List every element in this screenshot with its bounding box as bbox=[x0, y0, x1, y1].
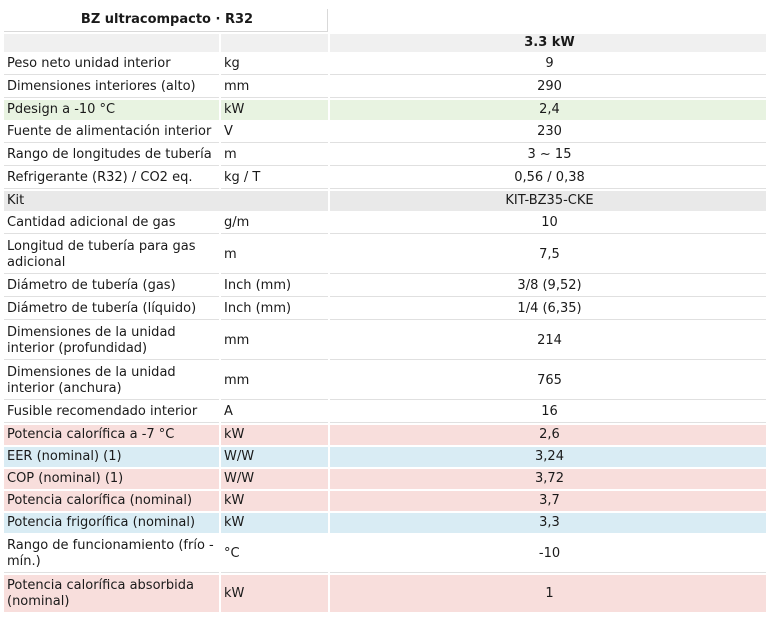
row-unit: kg / T bbox=[221, 168, 328, 189]
row-value: 3,7 bbox=[330, 491, 766, 511]
row-value: 0,56 / 0,38 bbox=[330, 168, 766, 189]
table-row: Peso neto unidad interior kg 9 bbox=[4, 54, 766, 75]
spec-sheet: BZ ultracompacto · R32 3.3 kW Peso neto … bbox=[0, 7, 768, 637]
row-value: 7,5 bbox=[330, 236, 766, 274]
row-parameter: Potencia calorífica absorbida (nominal) bbox=[4, 575, 219, 612]
table-row: Potencia calorífica a -7 °C kW 2,6 bbox=[4, 425, 766, 445]
table-row: Fusible recomendado interior A 16 bbox=[4, 402, 766, 423]
table-row: Kit KIT-BZ35-CKE bbox=[4, 191, 766, 211]
row-unit: Inch (mm) bbox=[221, 299, 328, 320]
table-row: Dimensiones de la unidad interior (anchu… bbox=[4, 362, 766, 400]
row-value: 3/8 (9,52) bbox=[330, 276, 766, 297]
row-unit: A bbox=[221, 402, 328, 423]
model-header-blank-unit bbox=[221, 34, 328, 52]
row-unit: W/W bbox=[221, 469, 328, 489]
model-column-header: 3.3 kW bbox=[330, 34, 766, 52]
row-value: 765 bbox=[330, 362, 766, 400]
row-parameter: Dimensiones interiores (alto) bbox=[4, 77, 219, 98]
row-parameter: Dimensiones de la unidad interior (profu… bbox=[4, 322, 219, 360]
row-unit: kW bbox=[221, 100, 328, 120]
table-row: Potencia frigorífica (nominal) kW 3,3 bbox=[4, 513, 766, 533]
title-row: BZ ultracompacto · R32 bbox=[4, 9, 766, 32]
row-value: 9 bbox=[330, 54, 766, 75]
table-row: EER (nominal) (1) W/W 3,24 bbox=[4, 447, 766, 467]
row-value: 2,4 bbox=[330, 100, 766, 120]
row-value: 230 bbox=[330, 122, 766, 143]
row-parameter: Cantidad adicional de gas bbox=[4, 213, 219, 234]
row-unit: mm bbox=[221, 322, 328, 360]
row-value: 3,3 bbox=[330, 513, 766, 533]
row-value: 3,24 bbox=[330, 447, 766, 467]
row-value: 10 bbox=[330, 213, 766, 234]
row-value: 1/4 (6,35) bbox=[330, 299, 766, 320]
row-unit: kW bbox=[221, 575, 328, 612]
row-unit: kW bbox=[221, 491, 328, 511]
row-value: KIT-BZ35-CKE bbox=[330, 191, 766, 211]
table-row: Fuente de alimentación interior V 230 bbox=[4, 122, 766, 143]
row-parameter: Longitud de tubería para gas adicional bbox=[4, 236, 219, 274]
row-parameter: Diámetro de tubería (gas) bbox=[4, 276, 219, 297]
row-parameter: Fusible recomendado interior bbox=[4, 402, 219, 423]
row-value: 16 bbox=[330, 402, 766, 423]
row-unit: mm bbox=[221, 77, 328, 98]
row-value: 3 ~ 15 bbox=[330, 145, 766, 166]
row-unit: kg bbox=[221, 54, 328, 75]
table-row: Dimensiones interiores (alto) mm 290 bbox=[4, 77, 766, 98]
row-unit: mm bbox=[221, 362, 328, 400]
row-parameter: Peso neto unidad interior bbox=[4, 54, 219, 75]
row-value: 2,6 bbox=[330, 425, 766, 445]
row-value: 290 bbox=[330, 77, 766, 98]
product-title: BZ ultracompacto · R32 bbox=[4, 9, 328, 32]
table-row: COP (nominal) (1) W/W 3,72 bbox=[4, 469, 766, 489]
row-unit: m bbox=[221, 236, 328, 274]
row-parameter: EER (nominal) (1) bbox=[4, 447, 219, 467]
row-value: 3,72 bbox=[330, 469, 766, 489]
table-row: Refrigerante (R32) / CO2 eq. kg / T 0,56 /… bbox=[4, 168, 766, 189]
table-row: Diámetro de tubería (gas) Inch (mm) 3/8 (9… bbox=[4, 276, 766, 297]
row-unit: W/W bbox=[221, 447, 328, 467]
row-parameter: Rango de longitudes de tubería bbox=[4, 145, 219, 166]
row-value: 1 bbox=[330, 575, 766, 612]
row-parameter: Potencia frigorífica (nominal) bbox=[4, 513, 219, 533]
row-unit: Inch (mm) bbox=[221, 276, 328, 297]
row-value: -10 bbox=[330, 535, 766, 573]
table-row: Dimensiones de la unidad interior (profu… bbox=[4, 322, 766, 360]
row-parameter: Potencia calorífica (nominal) bbox=[4, 491, 219, 511]
row-parameter: Rango de funcionamiento (frío - mín.) bbox=[4, 535, 219, 573]
table-row: Diámetro de tubería (líquido) Inch (mm) 1/… bbox=[4, 299, 766, 320]
table-row: Cantidad adicional de gas g/m 10 bbox=[4, 213, 766, 234]
table-row: Potencia calorífica absorbida (nominal) k… bbox=[4, 575, 766, 612]
row-parameter: COP (nominal) (1) bbox=[4, 469, 219, 489]
table-row: Rango de funcionamiento (frío - mín.) °C -… bbox=[4, 535, 766, 573]
table-row: Potencia calorífica (nominal) kW 3,7 bbox=[4, 491, 766, 511]
row-unit: °C bbox=[221, 535, 328, 573]
row-parameter: Potencia calorífica a -7 °C bbox=[4, 425, 219, 445]
table-row: Longitud de tubería para gas adicional m 7… bbox=[4, 236, 766, 274]
table-row: Pdesign a -10 °C kW 2,4 bbox=[4, 100, 766, 120]
row-parameter: Refrigerante (R32) / CO2 eq. bbox=[4, 168, 219, 189]
row-parameter: Kit bbox=[4, 191, 328, 211]
spec-table: BZ ultracompacto · R32 3.3 kW Peso neto … bbox=[2, 7, 768, 614]
row-unit: kW bbox=[221, 425, 328, 445]
row-parameter: Dimensiones de la unidad interior (anchu… bbox=[4, 362, 219, 400]
model-header-row: 3.3 kW bbox=[4, 34, 766, 52]
row-unit: g/m bbox=[221, 213, 328, 234]
row-unit: V bbox=[221, 122, 328, 143]
row-parameter: Fuente de alimentación interior bbox=[4, 122, 219, 143]
table-row: Rango de longitudes de tubería m 3 ~ 15 bbox=[4, 145, 766, 166]
model-header-blank bbox=[4, 34, 219, 52]
row-unit: kW bbox=[221, 513, 328, 533]
row-parameter: Pdesign a -10 °C bbox=[4, 100, 219, 120]
title-spacer bbox=[330, 9, 766, 32]
row-value: 214 bbox=[330, 322, 766, 360]
row-parameter: Diámetro de tubería (líquido) bbox=[4, 299, 219, 320]
row-unit: m bbox=[221, 145, 328, 166]
